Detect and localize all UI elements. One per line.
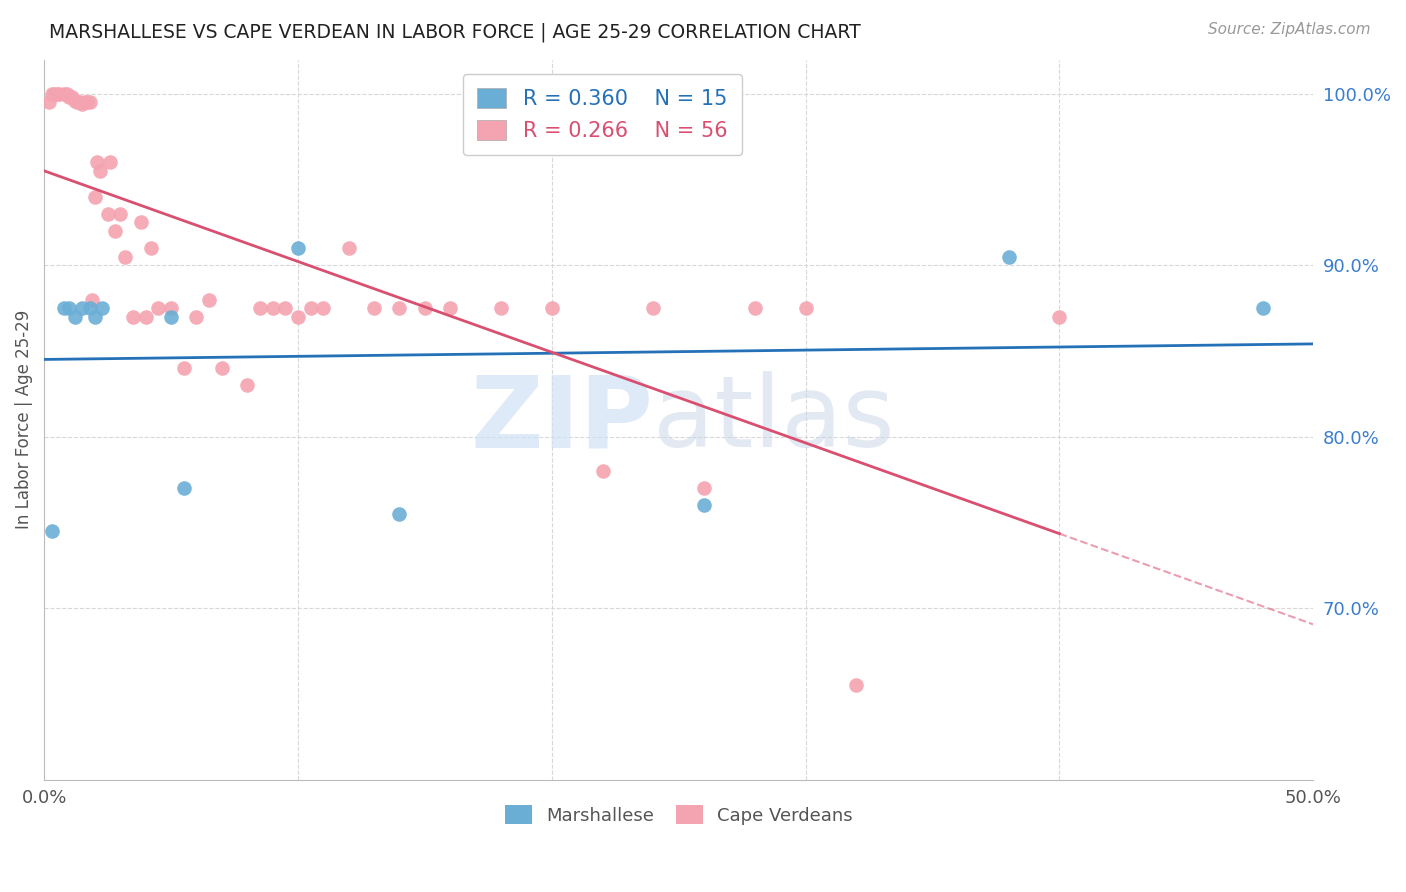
Point	[73, 95, 96, 110]
Point	[845, 678, 868, 692]
Point	[139, 241, 162, 255]
Point	[160, 301, 183, 315]
Point	[1049, 310, 1071, 324]
Point	[236, 378, 259, 392]
Point	[249, 301, 271, 315]
Point	[82, 293, 104, 307]
Point	[173, 361, 195, 376]
Point	[274, 301, 297, 315]
Point	[76, 95, 98, 110]
Point	[86, 155, 108, 169]
Point	[41, 524, 63, 538]
Point	[287, 241, 309, 255]
Point	[44, 87, 66, 101]
Text: MARSHALLESE VS CAPE VERDEAN IN LABOR FORCE | AGE 25-29 CORRELATION CHART: MARSHALLESE VS CAPE VERDEAN IN LABOR FOR…	[49, 22, 860, 42]
Point	[79, 301, 101, 315]
Point	[63, 310, 86, 324]
Point	[1251, 301, 1274, 315]
Point	[287, 310, 309, 324]
Point	[69, 95, 91, 110]
Point	[53, 87, 76, 101]
Point	[83, 310, 105, 324]
Point	[110, 207, 132, 221]
Point	[744, 301, 766, 315]
Text: Source: ZipAtlas.com: Source: ZipAtlas.com	[1208, 22, 1371, 37]
Y-axis label: In Labor Force | Age 25-29: In Labor Force | Age 25-29	[15, 310, 32, 529]
Point	[186, 310, 208, 324]
Point	[489, 301, 512, 315]
Point	[104, 224, 127, 238]
Point	[211, 361, 233, 376]
Point	[794, 301, 817, 315]
Point	[592, 464, 614, 478]
Point	[91, 301, 114, 315]
Point	[693, 499, 716, 513]
Point	[53, 301, 76, 315]
Point	[337, 241, 360, 255]
Point	[363, 301, 385, 315]
Point	[122, 310, 145, 324]
Point	[83, 190, 105, 204]
Point	[388, 507, 411, 521]
Point	[114, 250, 136, 264]
Point	[58, 301, 80, 315]
Text: atlas: atlas	[654, 371, 896, 468]
Point	[66, 95, 89, 110]
Point	[148, 301, 170, 315]
Point	[299, 301, 322, 315]
Point	[413, 301, 436, 315]
Text: ZIP: ZIP	[471, 371, 654, 468]
Point	[60, 90, 83, 104]
Point	[98, 155, 121, 169]
Point	[439, 301, 461, 315]
Point	[997, 250, 1019, 264]
Point	[173, 481, 195, 495]
Point	[48, 87, 70, 101]
Legend: Marshallese, Cape Verdeans: Marshallese, Cape Verdeans	[494, 795, 863, 836]
Point	[97, 207, 120, 221]
Point	[79, 95, 101, 110]
Point	[129, 215, 152, 229]
Point	[58, 90, 80, 104]
Point	[70, 301, 93, 315]
Point	[38, 95, 60, 110]
Point	[262, 301, 284, 315]
Point	[41, 87, 63, 101]
Point	[135, 310, 157, 324]
Point	[70, 97, 93, 112]
Point	[540, 301, 562, 315]
Point	[312, 301, 335, 315]
Point	[63, 94, 86, 108]
Point	[45, 87, 67, 101]
Point	[693, 481, 716, 495]
Point	[388, 301, 411, 315]
Point	[89, 164, 111, 178]
Point	[160, 310, 183, 324]
Point	[56, 87, 79, 101]
Point	[198, 293, 221, 307]
Point	[643, 301, 665, 315]
